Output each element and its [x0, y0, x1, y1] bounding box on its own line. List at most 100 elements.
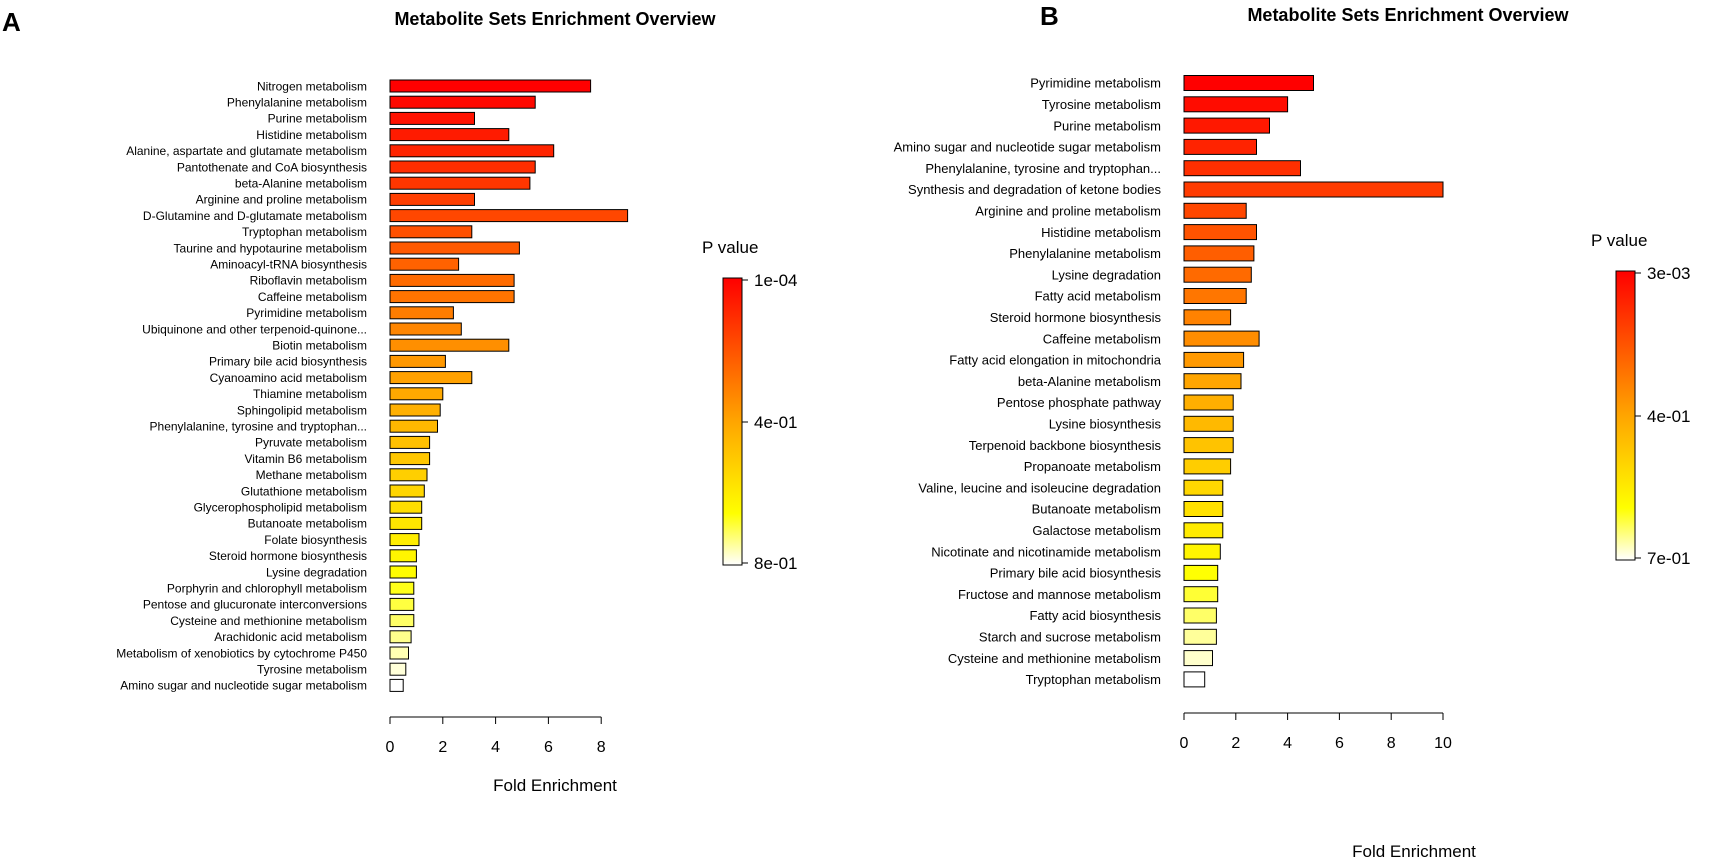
panel-a-category-label: Caffeine metabolism	[258, 290, 367, 304]
panel-a-category-label: Purine metabolism	[268, 112, 367, 126]
panel-a-category-label: Thiamine metabolism	[253, 387, 367, 401]
panel-a-category-label: Sphingolipid metabolism	[237, 403, 367, 417]
panel-a-legend-bottom: 8e-01	[754, 554, 797, 573]
panel-b-category-label: Pyrimidine metabolism	[1030, 76, 1161, 91]
panel-b-category-label: Arginine and proline metabolism	[975, 204, 1161, 219]
panel-b-category-label: Histidine metabolism	[1041, 225, 1161, 240]
panel-a-bar	[389, 662, 407, 676]
panel-b-bar	[1183, 501, 1224, 517]
panel-b-category-label: beta-Alanine metabolism	[1018, 374, 1161, 389]
panel-b-bar	[1183, 437, 1234, 454]
panel-b-tick-label: 0	[1180, 735, 1189, 752]
panel-b-bar	[1183, 181, 1444, 198]
panel-a-bar	[389, 273, 515, 287]
panel-a-tick-label: 2	[438, 739, 447, 756]
panel-a-category-label: Lysine degradation	[266, 565, 367, 579]
panel-a-bar	[389, 646, 409, 660]
panel-b-category-label: Valine, leucine and isoleucine degradati…	[918, 480, 1161, 495]
panel-b-category-label: Purine metabolism	[1053, 118, 1161, 133]
panel-b-category-label: Lysine biosynthesis	[1049, 417, 1162, 432]
panel-a-category-label: Arginine and proline metabolism	[196, 193, 367, 207]
panel-a-bar	[389, 581, 415, 595]
panel-b-bar	[1183, 564, 1219, 581]
panel-b-category-label: Phenylalanine metabolism	[1009, 246, 1161, 261]
panel-a-bar	[389, 403, 441, 417]
panel-a-category-label: Vitamin B6 metabolism	[245, 452, 368, 466]
panel-a-title: Metabolite Sets Enrichment Overview	[394, 9, 716, 29]
panel-a-category-label: Histidine metabolism	[256, 128, 367, 142]
panel-b-legend: P value 3e-03 4e-01 7e-01	[1591, 231, 1690, 568]
panel-b-category-label: Nicotinate and nicotinamide metabolism	[931, 544, 1161, 559]
panel-a-bar	[389, 468, 428, 482]
panel-b-category-label: Fatty acid metabolism	[1035, 289, 1161, 304]
panel-b-bar	[1183, 96, 1289, 113]
panel-a-legend-mid: 4e-01	[754, 413, 797, 432]
panel-a-category-label: Folate biosynthesis	[264, 533, 367, 547]
panel-a-bar	[389, 79, 592, 93]
panel-a-bar	[389, 322, 462, 336]
panel-b-bar	[1183, 415, 1234, 432]
panel-a-bar	[389, 452, 431, 466]
panel-a-bar	[389, 144, 555, 158]
panel-b-tick-label: 4	[1283, 735, 1292, 752]
panel-a-tick-label: 6	[544, 739, 553, 756]
panel-a-bar	[389, 176, 531, 190]
panel-b-bar	[1183, 394, 1234, 411]
panel-a-bar	[389, 630, 412, 644]
panel-b-tick-label: 10	[1434, 735, 1452, 752]
panel-b-category-label: Cysteine and methionine metabolism	[948, 651, 1161, 666]
panel-a-category-label: Aminoacyl-tRNA biosynthesis	[210, 258, 367, 272]
panel-a-bar	[389, 565, 417, 579]
panel-a-bar	[389, 192, 475, 206]
panel-a-category-label: Nitrogen metabolism	[257, 79, 367, 93]
panel-b-bar	[1183, 628, 1217, 645]
panel-b-category-label: Butanoate metabolism	[1032, 502, 1161, 517]
panel-a-category-label: Alanine, aspartate and glutamate metabol…	[126, 144, 367, 158]
panel-b-bar	[1183, 288, 1247, 304]
panel-b-bar	[1183, 650, 1213, 667]
panel-a-legend: P value 1e-04 4e-01 8e-01	[702, 238, 797, 573]
panel-b-category-label: Galactose metabolism	[1032, 523, 1161, 538]
panel-a-bar	[389, 338, 510, 352]
panel-b-bar	[1183, 160, 1301, 177]
panel-b-bar	[1183, 117, 1270, 134]
panel-b-category-label: Pentose phosphate pathway	[997, 395, 1162, 410]
panel-a-bar	[389, 95, 536, 109]
panel-a-category-label: Glycerophospholipid metabolism	[194, 501, 367, 515]
panel-b-bar	[1183, 224, 1257, 241]
panel-a-category-label: Riboflavin metabolism	[250, 274, 367, 288]
panel-a-tick-label: 0	[386, 739, 395, 756]
panel-a-bar	[389, 371, 473, 385]
panel-a-bar	[389, 500, 423, 514]
panel-b-bar	[1183, 522, 1224, 539]
panel-a-category-label: Ubiquinone and other terpenoid-quinone..…	[142, 322, 367, 336]
panel-a-category-label: Glutathione metabolism	[241, 484, 367, 498]
panel-b-category-label: Starch and sucrose metabolism	[979, 630, 1161, 645]
panel-b-bars: Pyrimidine metabolism Tyrosine metabolism…	[894, 75, 1444, 688]
panel-b-category-label: Terpenoid backbone biosynthesis	[969, 438, 1162, 453]
panel-b-bar	[1183, 479, 1224, 496]
panel-a-category-label: Methane metabolism	[256, 468, 367, 482]
panel-a-tick-label: 8	[597, 739, 606, 756]
panel-b-category-label: Caffeine metabolism	[1043, 331, 1161, 346]
panel-a-bar	[389, 597, 415, 611]
panel-a-bar	[389, 678, 404, 692]
panel-a-x-axis: 0 2 4 6 8	[386, 716, 606, 756]
panel-b-tick-label: 8	[1387, 735, 1396, 752]
panel-a-category-label: Cysteine and methionine metabolism	[170, 614, 367, 628]
panel-a-category-label: Primary bile acid biosynthesis	[209, 355, 367, 369]
panel-b-x-axis: 0 2 4 6 8 10	[1180, 712, 1452, 752]
panel-b-category-label: Primary bile acid biosynthesis	[990, 566, 1162, 581]
panel-b-label: B	[1040, 1, 1059, 31]
panel-b-bar	[1183, 138, 1257, 155]
panel-b-bar	[1183, 266, 1252, 283]
panel-b-title: Metabolite Sets Enrichment Overview	[1247, 5, 1569, 25]
panel-b-category-label: Tryptophan metabolism	[1026, 672, 1161, 687]
panel-a-category-label: Arachidonic acid metabolism	[214, 630, 367, 644]
panel-b-category-label: Steroid hormone biosynthesis	[990, 310, 1162, 325]
panel-b-bar	[1183, 309, 1232, 326]
panel-b-bar	[1183, 75, 1314, 91]
panel-a-category-label: Steroid hormone biosynthesis	[209, 549, 367, 563]
panel-b-category-label: Tyrosine metabolism	[1042, 97, 1161, 112]
panel-b-bar	[1183, 458, 1232, 475]
